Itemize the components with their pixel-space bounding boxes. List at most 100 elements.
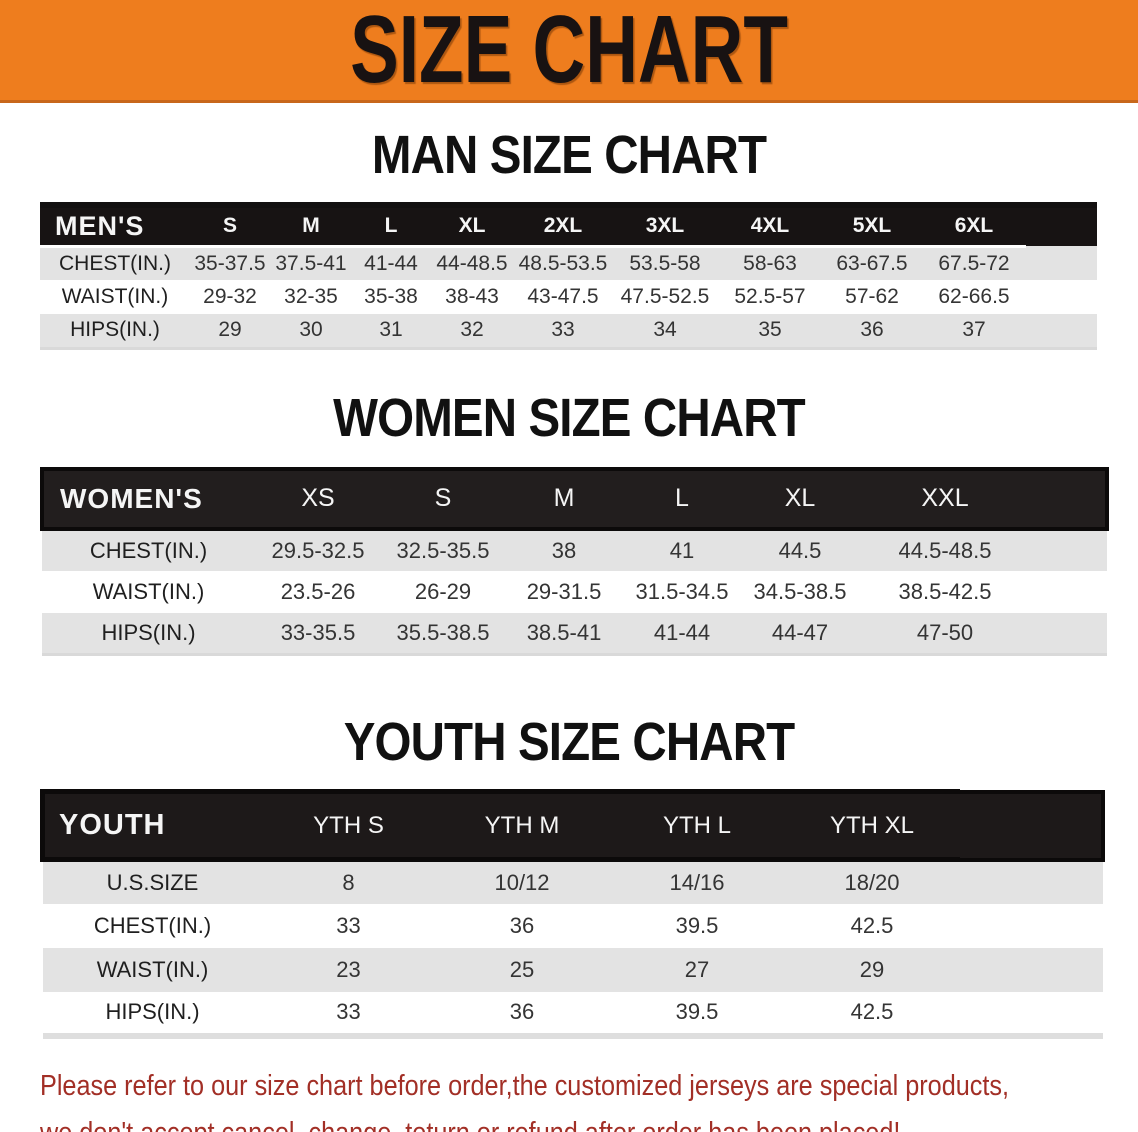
size-value-cell: 41-44	[364, 251, 418, 275]
size-value-cell: 32.5-35.5	[396, 537, 490, 563]
size-value-cell: 30	[299, 318, 323, 342]
size-value-cell: 67.5-72	[938, 251, 1010, 275]
size-value-cell: 57-62	[845, 285, 899, 308]
size-value-cell: 44-47	[771, 619, 829, 645]
size-value-cell: 29.5-32.5	[271, 537, 365, 563]
table-corner-label: WOMEN'S	[40, 466, 255, 531]
table-corner-label: MEN'S	[40, 205, 190, 248]
size-table-header-row: WOMEN'S XS S M L XL XXL	[40, 466, 1109, 531]
size-value-cell: 42.5	[850, 999, 894, 1024]
size-value-cell: 44-48.5	[436, 251, 508, 275]
size-col-header: 4XL	[718, 205, 822, 248]
measurement-row-label: U.S.SIZE	[106, 869, 199, 895]
size-col-header: XL	[741, 466, 859, 531]
size-value-cell: 18/20	[844, 869, 900, 895]
size-value-cell: 32-35	[284, 285, 338, 308]
size-col-header: M	[505, 466, 623, 531]
women-section-heading-text: WOMEN SIZE CHART	[333, 387, 806, 448]
measurement-row: HIPS(IN.) 33 36 39.5 42.5	[42, 991, 1103, 1036]
size-value-cell: 42.5	[850, 912, 894, 938]
row-filler-cell	[960, 860, 1103, 904]
measurement-row: CHEST(IN.) 29.5-32.5 32.5-35.5 38 41 44.5 44.5…	[42, 528, 1107, 571]
size-col-header: S	[190, 205, 270, 248]
measurement-row-label: WAIST(IN.)	[96, 956, 209, 982]
size-col-header: L	[623, 466, 741, 531]
measurement-row: HIPS(IN.) 33-35.5 35.5-38.5 38.5-41 41-44 44-…	[42, 612, 1107, 655]
women-section-heading: WOMEN SIZE CHART	[0, 387, 1138, 449]
size-value-cell: 33-35.5	[280, 619, 356, 645]
size-value-cell: 37.5-41	[275, 251, 347, 275]
size-col-header: YTH M	[434, 789, 610, 862]
size-value-cell: 36	[509, 912, 535, 938]
size-value-cell: 35-38	[364, 285, 418, 308]
measurement-row-label: CHEST(IN.)	[93, 912, 212, 938]
size-col-header: S	[381, 466, 505, 531]
size-table-header-row: YOUTH YTH S YTH M YTH L YTH XL	[40, 789, 1105, 862]
size-col-header: XS	[255, 466, 381, 531]
size-col-header: M	[270, 205, 352, 248]
size-value-cell: 44.5	[778, 537, 822, 563]
man-section-heading-text: MAN SIZE CHART	[371, 125, 767, 185]
size-value-cell: 39.5	[675, 999, 719, 1024]
size-value-cell: 53.5-58	[629, 251, 701, 275]
measurement-row-label: CHEST(IN.)	[59, 251, 171, 275]
youth-section-heading: YOUTH SIZE CHART	[0, 711, 1138, 773]
youth-section-heading-text: YOUTH SIZE CHART	[343, 712, 795, 772]
size-col-header: 2XL	[514, 205, 612, 248]
measurement-row: WAIST(IN.) 23.5-26 26-29 29-31.5 31.5-34.5 34…	[42, 570, 1107, 613]
header-filler-cell	[1031, 466, 1109, 531]
mens-size-table: MEN'S S M L XL 2XL 3XL 4XL 5XL 6XL CHEST(IN.) 35-37…	[40, 202, 1097, 350]
measurement-row: CHEST(IN.) 35-37.5 37.5-41 41-44 44-48.5 48.5…	[40, 246, 1097, 280]
size-value-cell: 31	[379, 318, 403, 342]
measurement-row-label: HIPS(IN.)	[101, 619, 196, 645]
measurement-row-label: WAIST(IN.)	[61, 285, 169, 308]
size-col-header: XXL	[859, 466, 1031, 531]
measurement-row-label: CHEST(IN.)	[89, 537, 208, 563]
size-value-cell: 41-44	[653, 619, 711, 645]
size-value-cell: 48.5-53.5	[518, 251, 608, 275]
size-value-cell: 38.5-41	[526, 619, 602, 645]
size-value-cell: 52.5-57	[734, 285, 806, 308]
measurement-row: WAIST(IN.) 29-32 32-35 35-38 38-43 43-47.5 47.…	[40, 280, 1097, 314]
row-filler-cell	[1026, 246, 1097, 280]
disclaimer-line-1: Please refer to our size chart before or…	[40, 1069, 1010, 1102]
size-value-cell: 29-32	[203, 285, 257, 308]
size-value-cell: 23.5-26	[280, 578, 356, 604]
size-value-cell: 63-67.5	[836, 251, 908, 275]
row-filler-cell	[1031, 529, 1107, 571]
size-value-cell: 58-63	[743, 251, 797, 275]
size-value-cell: 27	[684, 956, 710, 982]
size-value-cell: 39.5	[675, 912, 719, 938]
size-col-header: 3XL	[612, 205, 718, 248]
disclaimer-note: Please refer to our size chart before or…	[40, 1063, 1138, 1132]
measurement-row-label: HIPS(IN.)	[105, 999, 200, 1024]
size-value-cell: 47.5-52.5	[620, 285, 710, 308]
row-filler-cell	[1026, 280, 1097, 314]
measurement-row: U.S.SIZE 8 10/12 14/16 18/20	[42, 859, 1103, 904]
row-filler-cell	[960, 992, 1103, 1036]
header-filler-cell	[959, 789, 1105, 862]
size-value-cell: 36	[860, 318, 884, 342]
man-section-heading: MAN SIZE CHART	[0, 124, 1138, 186]
size-value-cell: 29	[218, 318, 242, 342]
size-value-cell: 38	[551, 537, 577, 563]
row-filler-cell	[960, 948, 1103, 992]
size-value-cell: 36	[509, 999, 535, 1024]
size-value-cell: 33	[336, 912, 361, 938]
size-value-cell: 26-29	[414, 578, 472, 604]
measurement-row-label: HIPS(IN.)	[70, 318, 160, 342]
header-filler-cell	[1026, 205, 1097, 246]
size-value-cell: 32	[460, 318, 484, 342]
size-col-header: YTH L	[609, 789, 785, 862]
size-col-header: L	[352, 205, 430, 248]
youth-size-table: YOUTH YTH S YTH M YTH L YTH XL U.S.SIZE 8 10/12…	[40, 789, 1105, 1039]
size-value-cell: 38-43	[445, 285, 499, 308]
size-value-cell: 35	[758, 318, 782, 342]
size-value-cell: 41	[669, 537, 695, 563]
size-value-cell: 34.5-38.5	[753, 578, 847, 604]
size-value-cell: 23	[336, 956, 361, 982]
size-value-cell: 35.5-38.5	[396, 619, 490, 645]
size-value-cell: 10/12	[494, 869, 550, 895]
table-corner-label: YOUTH	[40, 789, 263, 862]
size-value-cell: 31.5-34.5	[635, 578, 729, 604]
